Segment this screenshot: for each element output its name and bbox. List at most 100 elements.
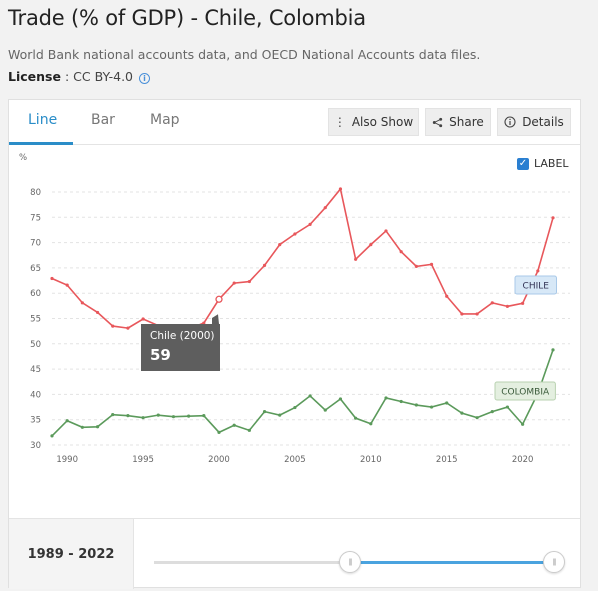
active-tab-indicator (9, 142, 73, 145)
license-separator: : (60, 69, 74, 84)
data-point (551, 216, 555, 220)
data-point (232, 423, 236, 427)
data-point (50, 276, 54, 281)
data-point (278, 243, 282, 247)
data-point (111, 413, 115, 417)
series-line-colombia (51, 349, 554, 437)
tooltip-value: 59 (150, 346, 171, 364)
data-point (65, 419, 69, 423)
data-point (338, 187, 343, 191)
data-point (141, 317, 145, 321)
data-point (95, 425, 100, 429)
data-point (460, 312, 464, 316)
also-show-label: Also Show (351, 115, 414, 129)
series-line-chile (51, 187, 554, 330)
year-range: 1989 - 2022 (9, 519, 134, 589)
view-tabs: Line Bar Map ⋮ Also Show Share Details (9, 100, 580, 145)
data-point (80, 301, 84, 305)
data-point (414, 264, 418, 268)
details-label: Details (522, 115, 564, 129)
x-tick-label: 2015 (436, 455, 458, 465)
share-icon (432, 117, 443, 127)
data-point (505, 405, 510, 409)
info-icon[interactable]: i (139, 73, 151, 84)
chart-card: Line Bar Map ⋮ Also Show Share Details ✓… (8, 99, 581, 589)
data-point (414, 403, 418, 407)
checkbox-checked-icon[interactable]: ✓ (517, 157, 529, 170)
data-point (247, 428, 251, 432)
data-point (308, 222, 312, 226)
data-point (445, 401, 449, 405)
y-tick-label: 45 (30, 365, 41, 375)
data-point (369, 243, 373, 247)
also-show-button[interactable]: ⋮ Also Show (328, 108, 419, 136)
y-tick-label: 65 (30, 264, 41, 274)
data-point (278, 413, 282, 417)
y-tick-label: 40 (30, 390, 41, 400)
data-point (323, 206, 327, 210)
tab-bar[interactable]: Bar (91, 112, 115, 128)
data-point (293, 405, 297, 410)
range-slider-start-handle[interactable]: ||| (339, 551, 361, 573)
data-point (551, 348, 555, 352)
x-tick-label: 2005 (284, 455, 306, 465)
y-tick-label: 80 (30, 188, 41, 198)
data-point (384, 396, 388, 400)
license-line: License : CC BY-4.0 i (8, 69, 151, 84)
x-tick-label: 1995 (132, 455, 154, 465)
label-toggle-text: LABEL (534, 157, 569, 170)
data-point (490, 410, 494, 414)
data-point (429, 405, 434, 409)
data-point (171, 415, 176, 419)
page-title: Trade (% of GDP) - Chile, Colombia (8, 6, 366, 30)
data-point (217, 430, 221, 434)
series-label-chile: CHILE (514, 275, 557, 295)
x-tick-label: 2000 (208, 455, 230, 465)
source-text: World Bank national accounts data, and O… (8, 47, 481, 62)
y-tick-label: 35 (30, 416, 41, 426)
x-tick-label: 2020 (512, 455, 534, 465)
share-button[interactable]: Share (425, 108, 491, 136)
data-point (126, 414, 130, 418)
data-point (323, 408, 327, 412)
data-point (126, 326, 130, 330)
range-slider-end-handle[interactable]: ||| (543, 551, 565, 573)
x-tick-label: 1990 (56, 455, 78, 465)
y-tick-label: 30 (30, 441, 41, 451)
license-value: CC BY-4.0 (73, 69, 134, 84)
x-tick-label: 2010 (360, 455, 382, 465)
data-point (308, 394, 312, 398)
data-point (187, 414, 191, 418)
range-footer: 1989 - 2022 ||| ||| (9, 518, 580, 589)
y-tick-label: 50 (30, 340, 41, 350)
y-tick-label: 70 (30, 239, 41, 249)
share-label: Share (449, 115, 484, 129)
data-point (156, 413, 160, 417)
data-point (490, 301, 494, 305)
data-point (460, 411, 464, 415)
tooltip-box (141, 314, 220, 371)
data-point (95, 310, 100, 315)
data-point (536, 269, 540, 273)
data-point (293, 232, 297, 236)
data-point (65, 283, 69, 287)
data-point-highlight (215, 295, 223, 303)
label-toggle[interactable]: ✓ LABEL (517, 157, 569, 170)
data-point (202, 414, 206, 418)
details-button[interactable]: Details (497, 108, 571, 136)
data-point (354, 257, 358, 261)
tab-map[interactable]: Map (150, 112, 180, 128)
data-point (232, 281, 236, 285)
data-point (384, 229, 388, 233)
y-tick-label: 60 (30, 289, 41, 299)
data-point (338, 397, 343, 401)
tab-line[interactable]: Line (28, 112, 58, 128)
chart-area: ✓ LABEL 30 35 40 45 50 55 60 65 70 75 80 1990 1995 20… (9, 146, 580, 516)
tooltip-title: Chile (2000) (150, 330, 215, 342)
data-point (262, 263, 267, 267)
data-point (475, 416, 479, 420)
data-point (399, 399, 403, 404)
y-tick-label: 55 (30, 315, 41, 325)
data-point (399, 250, 403, 254)
data-point (429, 262, 434, 266)
